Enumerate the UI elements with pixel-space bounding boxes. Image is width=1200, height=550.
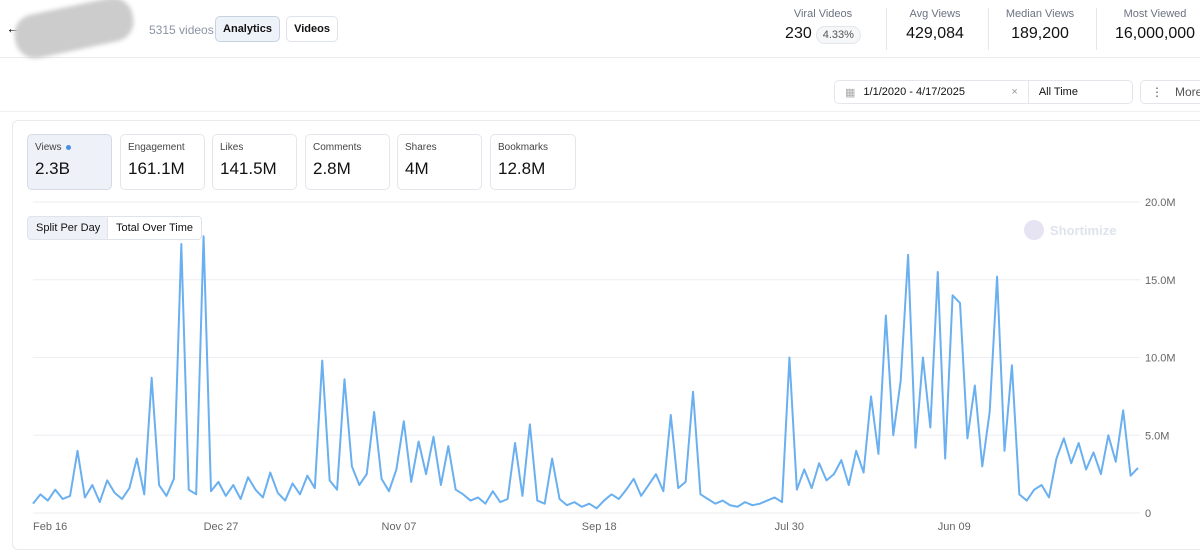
stat-value: 230 (785, 25, 812, 42)
stat-most-viewed: Most Viewed 16,000,000 (1110, 8, 1200, 43)
shortimize-watermark: Shortimize (1024, 220, 1116, 240)
metric-value: 141.5M (220, 159, 277, 178)
more-button[interactable]: ⋮ More (1140, 80, 1200, 104)
metric-views[interactable]: Views 2.3B (27, 134, 112, 190)
tab-videos[interactable]: Videos (286, 16, 338, 42)
metric-value: 2.3B (35, 159, 70, 178)
metric-engagement[interactable]: Engagement 161.1M (120, 134, 205, 190)
metric-label: Engagement (128, 142, 185, 153)
stat-value: 16,000,000 (1114, 25, 1196, 42)
metric-bookmarks[interactable]: Bookmarks 12.8M (490, 134, 576, 190)
x-tick-label: Jul 30 (775, 521, 804, 533)
metric-value: 161.1M (128, 159, 185, 178)
y-tick-label: 0 (1145, 508, 1151, 520)
stat-median-views: Median Views 189,200 (995, 8, 1085, 43)
views-series-line (32, 235, 1139, 510)
x-tick-label: Jun 09 (938, 521, 971, 533)
shortimize-logo-icon (1024, 220, 1044, 240)
y-tick-label: 15.0M (1145, 275, 1176, 287)
selected-dot-icon (65, 144, 71, 150)
date-range-picker[interactable]: ▦ 1/1/2020 - 4/17/2025 × All Time (834, 80, 1133, 104)
more-label: More (1175, 85, 1200, 99)
stat-avg-views: Avg Views 429,084 (895, 8, 975, 43)
stat-value: 189,200 (1011, 25, 1069, 42)
metric-label: Bookmarks (498, 142, 549, 153)
y-tick-label: 10.0M (1145, 353, 1176, 365)
stat-label: Viral Videos (793, 8, 853, 20)
metric-label: Likes (220, 142, 244, 153)
stat-label: Most Viewed (1123, 8, 1187, 20)
top-bar: ← 5315 videos Analytics Videos Viral Vid… (0, 0, 1200, 62)
divider (0, 111, 1200, 112)
divider (988, 8, 989, 50)
metric-value: 2.8M (313, 159, 351, 178)
clear-icon[interactable]: × (1011, 86, 1018, 98)
x-tick-label: Sep 18 (582, 521, 617, 533)
period-select[interactable]: All Time (1027, 81, 1132, 103)
date-range-value[interactable]: 1/1/2020 - 4/17/2025 (863, 86, 965, 98)
x-tick-label: Dec 27 (204, 521, 239, 533)
metric-value: 4M (405, 159, 429, 178)
stat-value: 429,084 (906, 25, 964, 42)
calendar-icon: ▦ (845, 86, 856, 99)
metric-shares[interactable]: Shares 4M (397, 134, 482, 190)
divider (886, 8, 887, 50)
y-tick-label: 5.0M (1145, 430, 1169, 442)
metric-likes[interactable]: Likes 141.5M (212, 134, 297, 190)
metric-label: Shares (405, 142, 437, 153)
stat-viral-videos: Viral Videos 230 4.33% (778, 8, 868, 44)
metric-label: Comments (313, 142, 362, 153)
watermark-text: Shortimize (1050, 222, 1117, 238)
y-tick-label: 20.0M (1145, 197, 1176, 209)
metric-value: 12.8M (498, 159, 546, 178)
metric-label: Views (35, 142, 62, 153)
tab-analytics[interactable]: Analytics (215, 16, 280, 42)
more-icon: ⋮ (1151, 85, 1163, 99)
viral-percent-badge: 4.33% (815, 26, 861, 44)
mode-total-over-time[interactable]: Total Over Time (107, 216, 203, 240)
metric-comments[interactable]: Comments 2.8M (305, 134, 390, 190)
x-tick-label: Nov 07 (382, 521, 417, 533)
stat-label: Median Views (1005, 8, 1075, 20)
x-tick-label: Feb 16 (33, 521, 67, 533)
video-count: 5315 videos (149, 23, 214, 37)
mode-split-per-day[interactable]: Split Per Day (27, 216, 110, 240)
stat-label: Avg Views (909, 8, 961, 20)
divider (1096, 8, 1097, 50)
